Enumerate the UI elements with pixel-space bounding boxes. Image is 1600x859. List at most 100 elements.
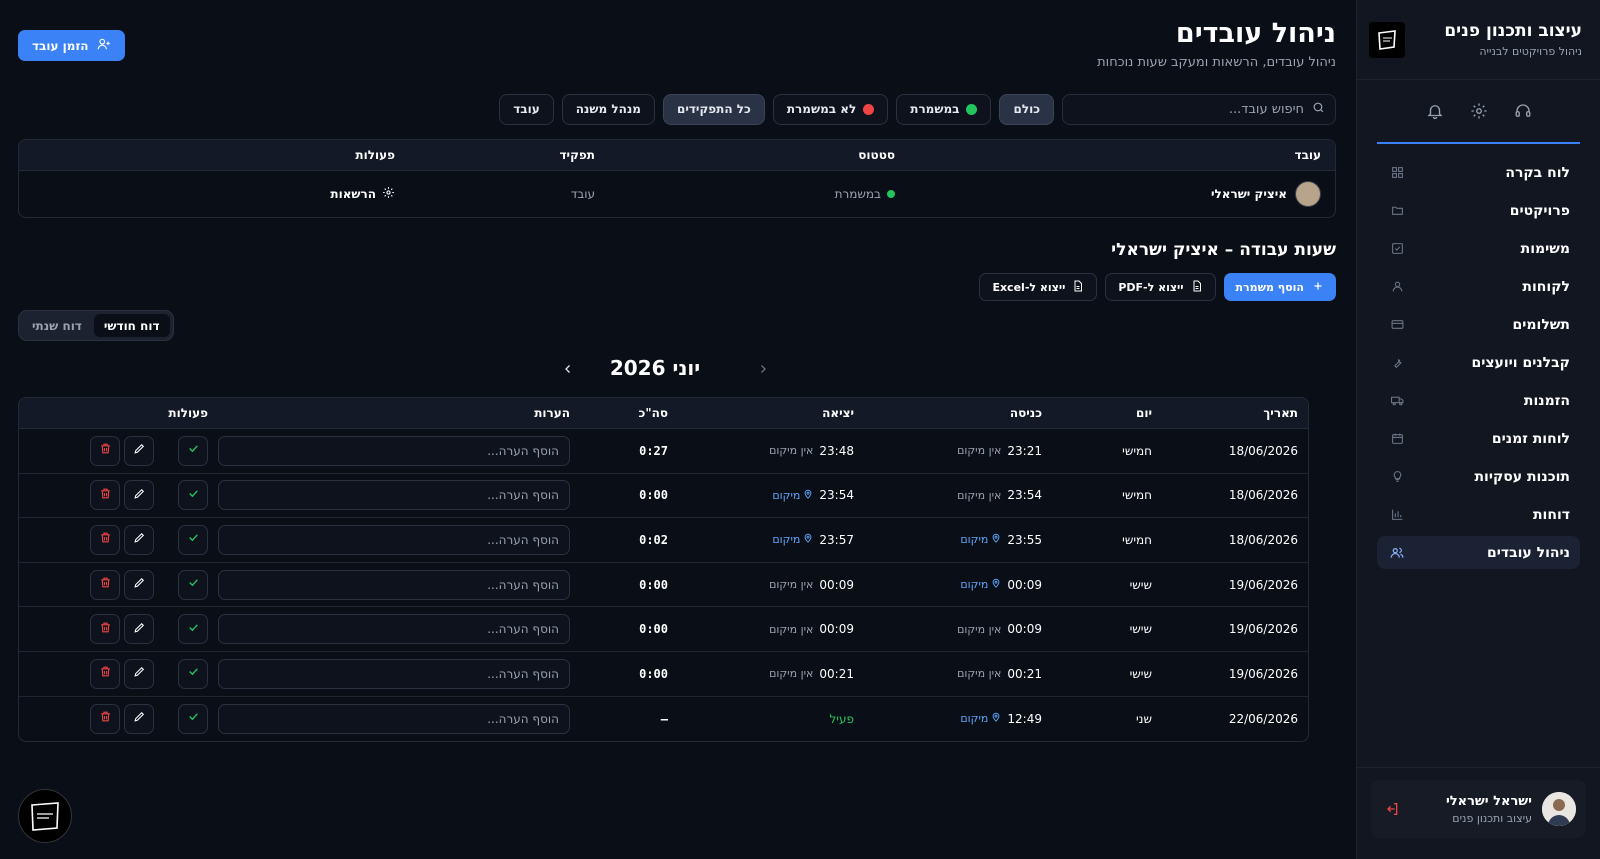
sidebar-item-projects[interactable]: פרויקטים	[1377, 194, 1580, 227]
add-shift-button[interactable]: הוסף משמרת	[1223, 273, 1336, 301]
filter-role-employee[interactable]: עובד	[499, 93, 554, 125]
delete-button[interactable]	[90, 435, 120, 466]
export-pdf-button[interactable]: ייצוא ל-PDF	[1105, 273, 1216, 301]
note-input[interactable]	[218, 614, 570, 645]
monthly-report-tab[interactable]: דוח חודשי	[93, 314, 170, 337]
confirm-button[interactable]	[178, 703, 208, 734]
confirm-button[interactable]	[178, 658, 208, 689]
brand-logo[interactable]	[1369, 21, 1405, 58]
pencil-icon	[133, 442, 146, 459]
permissions-button[interactable]: הרשאות	[330, 186, 395, 202]
edit-button[interactable]	[124, 614, 154, 645]
confirm-button[interactable]	[178, 435, 208, 466]
sidebar-item-clients[interactable]: לקוחות	[1377, 270, 1580, 303]
project-frame-logo[interactable]	[18, 789, 72, 843]
card-icon	[1389, 317, 1405, 333]
trash-icon	[99, 576, 112, 593]
sidebar-item-business-software[interactable]: תוכנות עסקיות	[1377, 460, 1580, 493]
delete-button[interactable]	[90, 524, 120, 555]
location-link[interactable]: מיקום	[960, 712, 1001, 725]
location-link[interactable]: מיקום	[960, 578, 1001, 591]
edit-button[interactable]	[124, 658, 154, 689]
location-link[interactable]: מיקום	[772, 533, 813, 546]
filter-role-all[interactable]: כל התפקידים	[662, 93, 765, 125]
confirm-button[interactable]	[178, 614, 208, 645]
sidebar-item-label: דוחות	[1532, 506, 1570, 523]
search-input[interactable]	[1073, 101, 1304, 117]
delete-button[interactable]	[90, 480, 120, 511]
location-link[interactable]: מיקום	[960, 533, 1001, 546]
sidebar-item-label: לוחות זמנים	[1491, 430, 1570, 447]
sidebar-item-schedules[interactable]: לוחות זמנים	[1377, 422, 1580, 455]
col-employee: עובד	[1294, 148, 1321, 162]
col-status: סטטוס	[858, 148, 895, 162]
edit-button[interactable]	[124, 480, 154, 511]
sidebar-item-dashboard[interactable]: לוח בקרה	[1377, 156, 1580, 189]
shift-date: 18/06/2026	[1228, 488, 1298, 503]
confirm-button[interactable]	[178, 569, 208, 600]
delete-button[interactable]	[90, 569, 120, 600]
trash-icon	[99, 487, 112, 504]
employees-table: עובד סטטוס תפקיד פעולות איציק ישראלי במש…	[18, 139, 1336, 218]
note-input[interactable]	[218, 658, 570, 689]
chevron-left-icon[interactable]	[560, 361, 576, 377]
no-location-label: אין מיקום	[957, 488, 1002, 502]
export-excel-label: ייצוא ל-Excel	[992, 280, 1066, 294]
map-pin-icon	[991, 578, 1001, 591]
note-input[interactable]	[218, 435, 570, 466]
confirm-button[interactable]	[178, 480, 208, 511]
bell-icon[interactable]	[1424, 100, 1446, 122]
invite-employee-button[interactable]: הזמן עובד	[18, 30, 125, 61]
edit-button[interactable]	[124, 435, 154, 466]
shift-total: 0:00	[639, 666, 668, 681]
edit-button[interactable]	[124, 569, 154, 600]
filter-status-on-shift[interactable]: במשמרת	[896, 93, 992, 125]
yearly-report-tab[interactable]: דוח שנתי	[32, 318, 82, 333]
note-input[interactable]	[218, 480, 570, 511]
delete-button[interactable]	[90, 614, 120, 645]
delete-button[interactable]	[90, 703, 120, 734]
employee-name: איציק ישראלי	[1210, 187, 1287, 201]
note-input[interactable]	[218, 569, 570, 600]
sidebar-item-contractors[interactable]: קבלנים ויועצים	[1377, 346, 1580, 379]
location-link[interactable]: מיקום	[772, 489, 813, 502]
sidebar-item-employees[interactable]: ניהול עובדים	[1377, 536, 1580, 569]
shifts-table: תאריך יום כניסה יציאה סה"כ הערות פעולות …	[18, 397, 1309, 743]
col-notes: הערות	[534, 406, 570, 420]
filter-status-all[interactable]: כולם	[999, 93, 1054, 125]
table-row[interactable]: איציק ישראלי במשמרת עובד הרשאות	[19, 171, 1335, 217]
check-icon	[187, 576, 200, 593]
sidebar-item-orders[interactable]: הזמנות	[1377, 384, 1580, 417]
exit-time: 00:21	[819, 666, 854, 681]
edit-button[interactable]	[124, 703, 154, 734]
note-input[interactable]	[218, 524, 570, 555]
edit-button[interactable]	[124, 524, 154, 555]
delete-button[interactable]	[90, 658, 120, 689]
brand-header: עיצוב ותכנון פנים ניהול פרויקטים לבנייה	[1357, 0, 1600, 80]
chevron-right-icon[interactable]	[755, 361, 771, 377]
brand-subtitle: ניהול פרויקטים לבנייה	[1479, 45, 1582, 58]
entry-time: 23:54	[1007, 488, 1042, 503]
main-content: ניהול עובדים ניהול עובדים, הרשאות ומעקב …	[18, 0, 1336, 843]
logout-icon[interactable]	[1381, 798, 1403, 820]
table-row: 18/06/2026 חמישי 23:54 אין מיקום 23:54 מיקום 0…	[19, 474, 1308, 519]
sidebar-item-payments[interactable]: תשלומים	[1377, 308, 1580, 341]
gear-icon	[382, 186, 395, 202]
shift-date: 19/06/2026	[1228, 622, 1298, 637]
sidebar-item-label: קבלנים ויועצים	[1471, 354, 1570, 371]
headset-icon[interactable]	[1512, 100, 1534, 122]
confirm-button[interactable]	[178, 524, 208, 555]
sidebar-utility-icons	[1377, 80, 1580, 144]
sidebar-item-tasks[interactable]: משימות	[1377, 232, 1580, 265]
truck-icon	[1389, 393, 1405, 409]
sidebar-item-reports[interactable]: דוחות	[1377, 498, 1580, 531]
note-input[interactable]	[218, 703, 570, 734]
pencil-icon	[133, 665, 146, 682]
filter-role-submanager[interactable]: מנהל משנה	[561, 93, 655, 125]
gear-icon[interactable]	[1468, 100, 1490, 122]
export-excel-button[interactable]: ייצוא ל-Excel	[979, 273, 1098, 301]
shift-total: 0:00	[639, 577, 668, 592]
page-header: ניהול עובדים ניהול עובדים, הרשאות ומעקב …	[18, 0, 1336, 88]
avatar[interactable]	[1542, 792, 1576, 826]
filter-status-off-shift[interactable]: לא במשמרת	[772, 93, 889, 125]
